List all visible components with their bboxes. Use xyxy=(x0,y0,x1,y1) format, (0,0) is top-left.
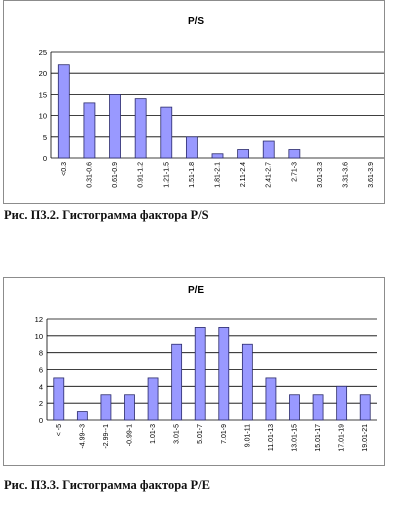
pe-bar xyxy=(241,343,253,421)
pe-y-tick-label: 4 xyxy=(39,382,43,391)
ps-bar xyxy=(57,64,70,159)
ps-x-tick-label: 2.11-2.4 xyxy=(240,162,247,187)
ps-x-tick-label: 1.51-1.8 xyxy=(189,162,196,188)
pe-bar xyxy=(171,343,183,421)
ps-x-tick-label: 3.31-3.6 xyxy=(343,162,350,188)
pe-x-tick-label: < -5 xyxy=(56,424,63,436)
ps-x-tick-label: 0.31-0.6 xyxy=(86,162,93,188)
pe-x-tick-label: 19.01-21 xyxy=(362,424,369,452)
figure-ps: P/S 0 5 10 15 20 25 <0.3 0.31-0.6 0.61-0.9 0.91-1.… xyxy=(0,0,403,240)
pe-y-tick-label: 12 xyxy=(35,315,43,324)
ps-x-tick-label: 0.91-1.2 xyxy=(138,162,145,188)
pe-x-tick-label: 7.01-9 xyxy=(221,424,228,444)
pe-bar xyxy=(124,394,135,421)
chart-ps-frame: P/S 0 5 10 15 20 25 <0.3 0.31-0.6 0.61-0.9 0.91-1.… xyxy=(3,0,385,204)
pe-chart-title: P/E xyxy=(188,285,204,296)
pe-bar xyxy=(194,327,206,421)
ps-y-tick-label: 15 xyxy=(39,90,47,99)
pe-bar xyxy=(76,411,88,421)
pe-bar xyxy=(312,394,324,421)
ps-x-tick-label: 2.71-3 xyxy=(291,162,298,182)
pe-x-tick-label: 13.01-15 xyxy=(292,424,299,452)
ps-bar xyxy=(185,136,198,159)
pe-x-tick-label: 15.01-17 xyxy=(315,424,322,452)
ps-x-tick-label: 3.61-3.9 xyxy=(368,162,375,188)
ps-bar xyxy=(211,153,224,159)
pe-bar xyxy=(100,394,112,421)
pe-x-tick-label: -0.99-1 xyxy=(127,424,134,446)
ps-y-tick-label: 10 xyxy=(39,112,47,121)
ps-x-tick-label: <0.3 xyxy=(61,162,68,176)
ps-x-tick-label: 0.61-0.9 xyxy=(112,162,119,188)
pe-bar xyxy=(336,385,348,421)
ps-bar xyxy=(262,140,275,159)
ps-x-tick-label: 1.81-2.1 xyxy=(215,162,222,188)
pe-y-tick-label: 2 xyxy=(39,399,43,408)
chart-ps: P/S 0 5 10 15 20 25 <0.3 0.31-0.6 0.61-0.9 0.91-1.… xyxy=(39,16,384,188)
pe-y-tick-label: 10 xyxy=(35,332,43,341)
pe-bar xyxy=(289,394,300,421)
pe-x-tick-label: 17.01-19 xyxy=(339,424,346,452)
ps-x-tick-label: 2.41-2.7 xyxy=(266,162,273,188)
caption-ps: Рис. П3.2. Гистограмма фактора P/S xyxy=(4,208,209,222)
figure-pe: P/E 0 2 4 6 8 10 12 < -5 -4.99--3 -2.99--1 -0.99-1 1… xyxy=(0,272,403,507)
chart-pe: P/E 0 2 4 6 8 10 12 < -5 -4.99--3 -2.99--1 -0.99-1 1… xyxy=(35,285,377,452)
pe-y-tick-label: 0 xyxy=(39,416,43,425)
pe-bar xyxy=(147,377,159,421)
pe-bar xyxy=(265,377,277,421)
pe-y-tick-label: 6 xyxy=(39,366,43,375)
ps-y-tick-label: 0 xyxy=(43,154,47,163)
ps-bar xyxy=(237,149,250,159)
pe-x-tick-label: -2.99--1 xyxy=(103,424,110,449)
chart-pe-frame: P/E 0 2 4 6 8 10 12 < -5 -4.99--3 -2.99--1 -0.99-1 1… xyxy=(3,277,385,466)
ps-bar xyxy=(160,106,173,159)
ps-bar xyxy=(83,102,96,159)
pe-x-tick-label: 11.01-13 xyxy=(268,424,275,451)
pe-bar xyxy=(359,394,371,421)
pe-y-tick-label: 8 xyxy=(39,349,43,358)
pe-x-tick-label: 1.01-3 xyxy=(150,424,157,444)
ps-y-tick-label: 25 xyxy=(39,48,47,57)
ps-bar xyxy=(134,98,147,159)
pe-x-tick-label: 5.01-7 xyxy=(197,424,204,444)
pe-bar xyxy=(218,327,230,421)
pe-x-tick-label: -4.99--3 xyxy=(79,424,86,449)
pe-x-tick-label: 3.01-5 xyxy=(174,424,181,444)
ps-y-tick-label: 20 xyxy=(39,69,47,78)
caption-pe: Рис. П3.3. Гистограмма фактора P/E xyxy=(4,478,210,492)
ps-x-tick-label: 1.21-1.5 xyxy=(163,162,170,188)
ps-bar xyxy=(288,149,301,159)
pe-x-tick-label: 9.01-11 xyxy=(244,424,251,447)
ps-y-tick-label: 5 xyxy=(43,133,47,142)
ps-chart-title: P/S xyxy=(188,16,204,27)
pe-bar xyxy=(53,377,65,421)
ps-x-tick-label: 3.01-3.3 xyxy=(317,162,324,188)
ps-bar xyxy=(109,94,121,159)
